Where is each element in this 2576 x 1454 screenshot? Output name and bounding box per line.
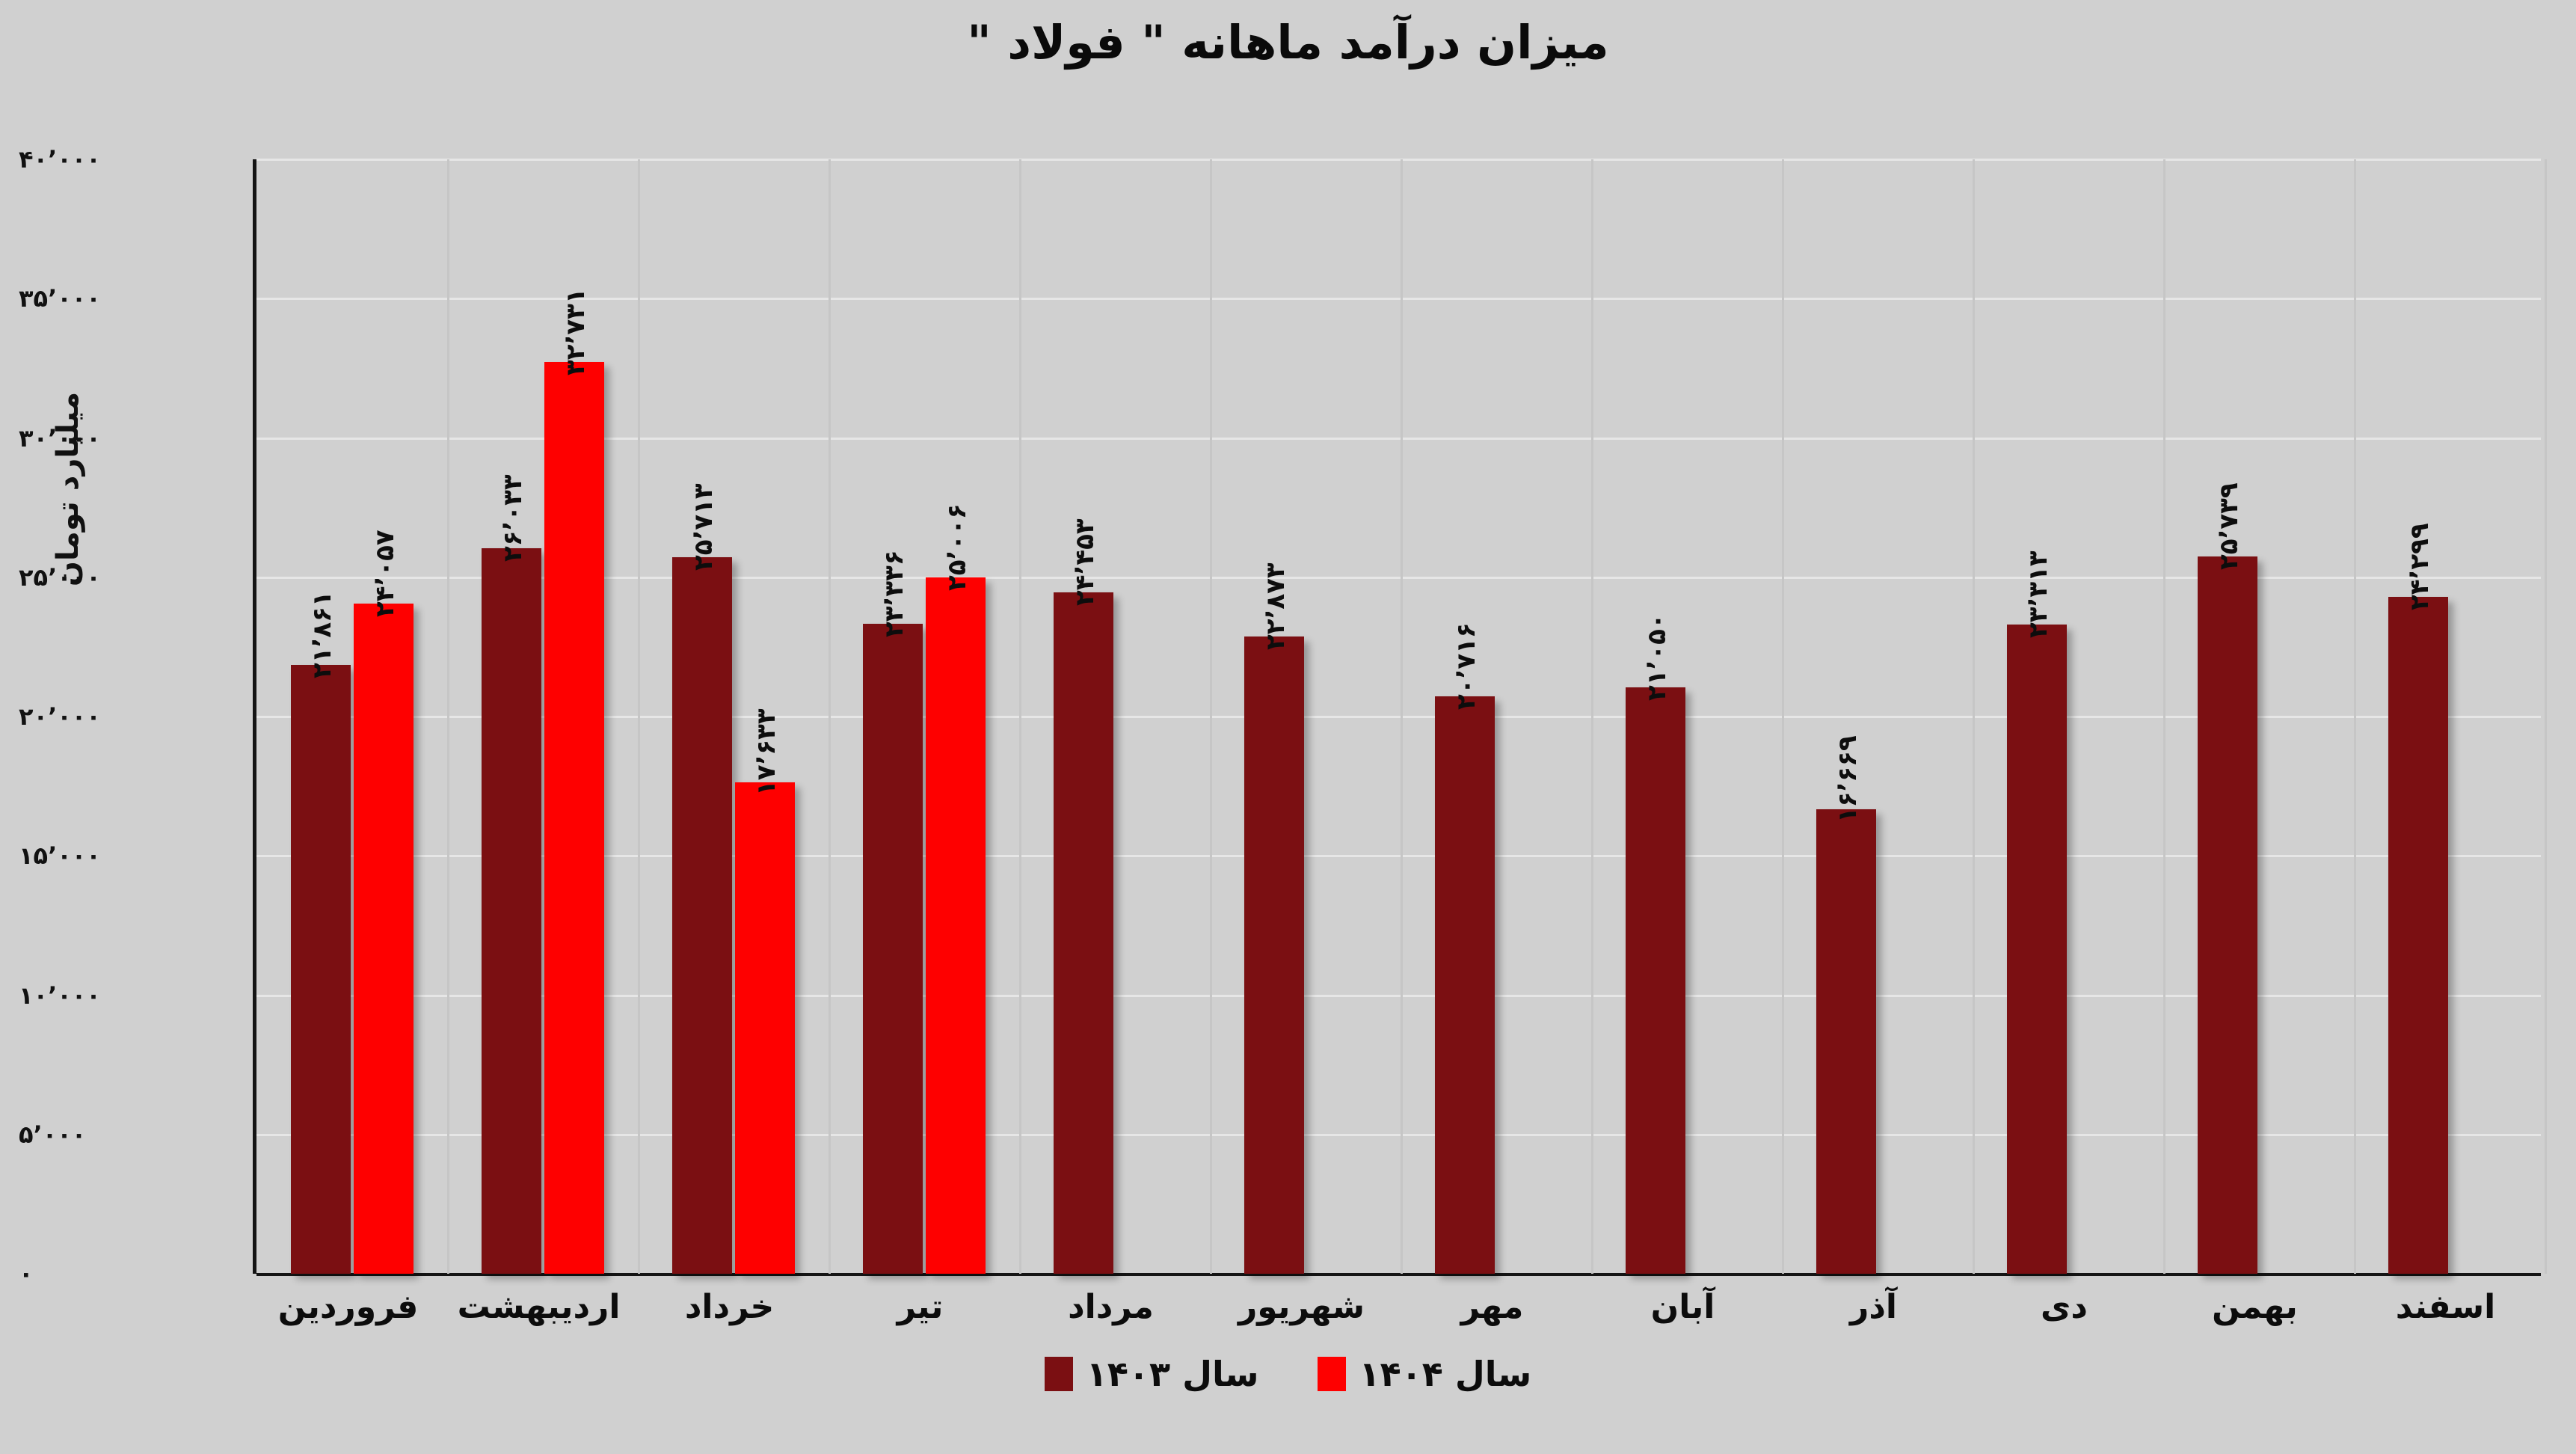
x-axis-tick-label-بهمن: بهمن (2212, 1288, 2298, 1326)
bar-value-label: ۲۵٬۷۳۹ (2213, 482, 2244, 571)
y-axis-tick-label: ۲۵٬۰۰۰ (19, 562, 101, 592)
bar-value-label: ۲۲٬۸۷۳ (1260, 562, 1291, 650)
bar-s1404-فروردین[interactable] (353, 603, 414, 1274)
y-axis-tick-label: ۱۵٬۰۰۰ (19, 841, 101, 871)
category-separator (1973, 159, 1975, 1274)
legend-item-s1403[interactable]: سال ۱۴۰۳ (1044, 1354, 1259, 1394)
y-axis-title: میلیارد تومان (51, 391, 85, 587)
gridline (256, 298, 2541, 301)
bar-value-label: ۲۳٬۳۳۶ (879, 550, 909, 637)
x-axis-tick-label-مهر: مهر (1460, 1288, 1524, 1326)
bar-s1404-اردیبهشت[interactable] (544, 361, 604, 1274)
legend-swatch-icon (1317, 1357, 1346, 1391)
legend-label: سال ۱۴۰۴ (1359, 1354, 1532, 1394)
bar-s1403-آبان[interactable] (1625, 687, 1685, 1274)
y-axis-tick-label: ۴۰٬۰۰۰ (19, 145, 101, 174)
bar-s1403-دی[interactable] (2006, 624, 2067, 1274)
y-axis-tick-label: ۰ (19, 1260, 34, 1288)
bar-value-label: ۳۲٬۷۳۱ (560, 288, 591, 375)
bar-s1403-خرداد[interactable] (671, 557, 732, 1274)
category-separator (1019, 159, 1021, 1274)
y-axis-tick-label: ۳۰٬۰۰۰ (19, 423, 101, 453)
category-separator (447, 159, 449, 1274)
bar-value-label: ۲۴٬۰۵۷ (369, 530, 400, 617)
gridline (256, 1133, 2541, 1136)
x-axis-tick-label-تیر: تیر (897, 1288, 944, 1326)
gridline (256, 576, 2541, 579)
x-axis-tick-label-اردیبهشت: اردیبهشت (457, 1288, 621, 1326)
y-axis-tick-label: ۵٬۰۰۰ (19, 1120, 87, 1149)
legend-label: سال ۱۴۰۳ (1086, 1354, 1259, 1394)
category-separator (2545, 159, 2547, 1274)
gridline (256, 716, 2541, 718)
legend-item-s1404[interactable]: سال ۱۴۰۴ (1317, 1354, 1532, 1394)
bar-s1403-فروردین[interactable] (290, 664, 351, 1274)
bar-s1404-تیر[interactable] (925, 577, 986, 1274)
bar-value-label: ۲۰٬۷۱۶ (1451, 622, 1481, 711)
x-axis-tick-label-آذر: آذر (1850, 1288, 1897, 1326)
category-separator (1401, 159, 1403, 1274)
bar-value-label: ۲۴٬۴۵۳ (1069, 518, 1100, 607)
x-axis-tick-label-فروردین: فروردین (277, 1288, 419, 1326)
bar-s1404-خرداد[interactable] (734, 782, 795, 1274)
page-title: میزان درآمد ماهانه " فولاد " (967, 15, 1609, 70)
bar-value-label: ۲۴٬۲۹۹ (2404, 523, 2435, 610)
legend-swatch-icon (1044, 1357, 1073, 1391)
category-separator (829, 159, 831, 1274)
category-separator (1591, 159, 1593, 1274)
bar-s1403-بهمن[interactable] (2197, 556, 2257, 1274)
x-axis-tick-label-دی: دی (2041, 1288, 2088, 1326)
bar-s1403-شهریور[interactable] (1244, 636, 1304, 1274)
bar-s1403-تیر[interactable] (862, 623, 923, 1274)
y-axis-tick-label: ۱۰٬۰۰۰ (19, 981, 101, 1010)
bar-s1403-مهر[interactable] (1434, 696, 1495, 1274)
x-axis-tick-label-خرداد: خرداد (684, 1288, 775, 1326)
x-axis-tick-label-اسفند: اسفند (2395, 1288, 2496, 1326)
category-separator (638, 159, 640, 1274)
bar-s1403-اسفند[interactable] (2388, 596, 2448, 1274)
category-separator (1210, 159, 1212, 1274)
gridline (256, 159, 2541, 161)
bar-value-label: ۲۵٬۷۱۳ (688, 483, 719, 571)
bar-s1403-مرداد[interactable] (1053, 592, 1113, 1274)
bar-value-label: ۲۱٬۰۵۰ (1641, 613, 1672, 701)
gridline (256, 437, 2541, 440)
bar-value-label: ۲۳٬۳۱۳ (2023, 550, 2053, 638)
bar-value-label: ۲۶٬۰۳۳ (497, 474, 528, 562)
plot-inner: ۲۱٬۸۶۱ ۲۴٬۰۵۷ ۲۶٬۰۳۳ ۳۲٬۷۳۱ ۲۵٬۷۱۳ ۱۷٬۶۳۳ ۲۳٬۳… (256, 159, 2547, 1276)
bar-value-label: ۲۱٬۸۶۱ (307, 590, 337, 678)
x-axis-tick-label-مرداد: مرداد (1068, 1288, 1154, 1326)
bar-s1403-آذر[interactable] (1816, 809, 1876, 1274)
bar-value-label: ۲۵٬۰۰۶ (941, 503, 972, 591)
plot-area: ۲۱٬۸۶۱ ۲۴٬۰۵۷ ۲۶٬۰۳۳ ۳۲٬۷۳۱ ۲۵٬۷۱۳ ۱۷٬۶۳۳ ۲۳٬۳… (253, 159, 2547, 1276)
gridline (256, 1273, 2541, 1276)
category-separator (1782, 159, 1784, 1274)
x-axis-tick-label-شهریور: شهریور (1238, 1288, 1365, 1326)
x-axis-tick-label-آبان: آبان (1650, 1288, 1715, 1326)
y-axis-tick-label: ۲۰٬۰۰۰ (19, 702, 101, 731)
bar-value-label: ۱۷٬۶۳۳ (751, 708, 781, 797)
gridline (256, 855, 2541, 858)
category-separator (2354, 159, 2356, 1274)
bar-s1403-اردیبهشت[interactable] (481, 548, 541, 1274)
chart-legend: سال ۱۴۰۴ سال ۱۴۰۳ (0, 1354, 2576, 1394)
gridline (256, 994, 2541, 997)
y-axis-tick-label: ۳۵٬۰۰۰ (19, 284, 101, 313)
bar-value-label: ۱۶٬۶۶۹ (1832, 735, 1863, 823)
category-separator (2163, 159, 2165, 1274)
